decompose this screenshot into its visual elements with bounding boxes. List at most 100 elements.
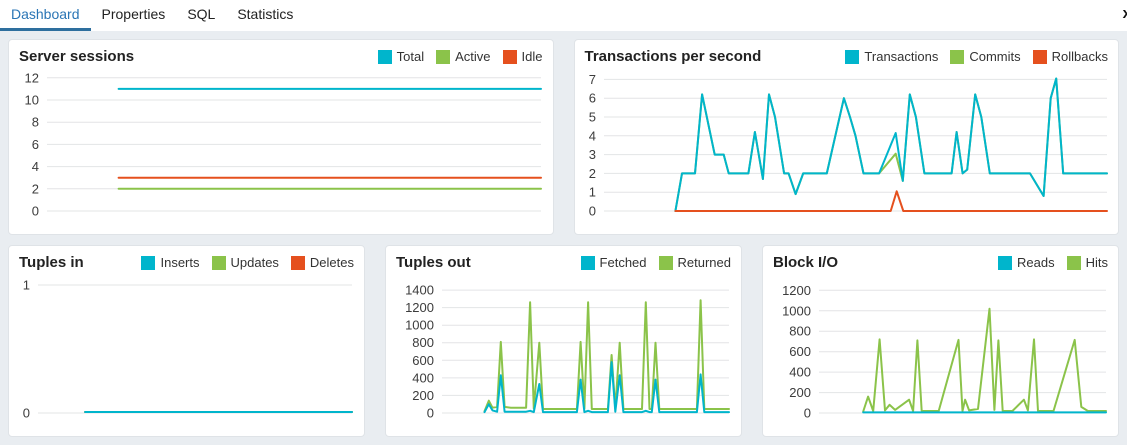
legend-label: Hits [1085,255,1108,270]
tab-bar: Dashboard Properties SQL Statistics x [0,0,1127,31]
legend-item-inserts[interactable]: Inserts [141,255,200,270]
legend-swatch-icon [1066,255,1081,270]
tab-properties[interactable]: Properties [101,6,166,22]
legend-item-total[interactable]: Total [377,49,425,64]
tuples-out-chart: 0 200 400 600 800 1000 1200 1400 [388,273,739,436]
svg-text:6: 6 [32,137,39,152]
legend-item-hits[interactable]: Hits [1066,255,1108,270]
legend-swatch-icon [950,49,965,64]
panel-title: Server sessions [19,48,135,65]
legend-item-active[interactable]: Active [436,49,491,64]
legend-item-reads[interactable]: Reads [998,255,1055,270]
legend-label: Updates [230,255,279,270]
svg-text:7: 7 [588,72,595,87]
chart-canvas: 0 200 400 600 800 1000 1200 1400 [405,283,730,421]
legend-swatch-icon [580,255,595,270]
svg-text:2: 2 [588,166,595,181]
legend-item-rollbacks[interactable]: Rollbacks [1032,49,1108,64]
svg-text:4: 4 [32,159,39,174]
legend-swatch-icon [211,255,226,270]
legend-item-fetched[interactable]: Fetched [580,255,647,270]
legend-item-commits[interactable]: Commits [950,49,1021,64]
legend-swatch-icon [290,255,305,270]
panel-title: Block I/O [773,254,839,271]
tab-statistics[interactable]: Statistics [237,6,294,22]
svg-text:800: 800 [789,324,811,339]
legend-item-deletes[interactable]: Deletes [290,255,354,270]
tab-sql[interactable]: SQL [187,6,216,22]
legend-item-updates[interactable]: Updates [211,255,279,270]
legend-label: Rollbacks [1051,49,1108,64]
legend-label: Active [455,49,491,64]
close-icon[interactable]: x [1122,5,1127,22]
svg-text:3: 3 [588,147,595,162]
svg-text:400: 400 [412,370,434,385]
charts-row-2: Tuples in Inserts Updates Deletes [8,245,1119,437]
legend: Fetched Returned [580,255,731,270]
panel-title: Tuples out [396,254,471,271]
svg-text:1000: 1000 [405,318,434,333]
chart-canvas: 0 200 400 600 800 1000 1200 [782,283,1107,421]
legend-label: Idle [521,49,543,64]
legend-label: Inserts [160,255,200,270]
svg-text:1000: 1000 [782,303,811,318]
legend-swatch-icon [998,255,1013,270]
panel-header: Tuples out Fetched Returned [386,246,741,273]
server-sessions-chart: 0 2 4 6 8 10 12 [11,67,551,234]
svg-text:800: 800 [412,335,434,350]
svg-text:8: 8 [32,115,39,130]
svg-text:0: 0 [427,406,434,421]
legend-swatch-icon [845,49,860,64]
legend-swatch-icon [377,49,392,64]
chart-canvas: 0 1 2 3 4 5 6 7 [588,72,1108,219]
svg-text:1200: 1200 [782,283,811,298]
svg-text:10: 10 [25,93,39,108]
panel-transactions-per-second: Transactions per second Transactions Com… [573,39,1119,235]
legend-label: Total [396,49,425,64]
charts-row-1: Server sessions Total Active Idle [8,39,1119,235]
legend-label: Transactions [864,49,939,64]
panel-header: Block I/O Reads Hits [763,246,1118,273]
legend-swatch-icon [1032,49,1047,64]
svg-text:4: 4 [588,128,595,143]
legend-label: Commits [969,49,1021,64]
chart-canvas: 0 2 4 6 8 10 12 [25,70,542,219]
dashboard-content: Server sessions Total Active Idle [0,31,1127,445]
panel-server-sessions: Server sessions Total Active Idle [8,39,554,235]
svg-text:600: 600 [789,344,811,359]
svg-text:5: 5 [588,110,595,125]
svg-text:1200: 1200 [405,300,434,315]
svg-text:600: 600 [412,353,434,368]
legend: Inserts Updates Deletes [141,255,354,270]
panel-header: Server sessions Total Active Idle [9,40,553,67]
legend-label: Fetched [599,255,647,270]
legend: Total Active Idle [377,49,543,64]
legend-swatch-icon [141,255,156,270]
svg-text:1400: 1400 [405,283,434,298]
legend-swatch-icon [502,49,517,64]
panel-tuples-out: Tuples out Fetched Returned 0 200 400 600 80… [385,245,742,437]
svg-text:2: 2 [32,181,39,196]
svg-text:1: 1 [23,278,30,293]
legend-item-transactions[interactable]: Transactions [845,49,938,64]
svg-text:6: 6 [588,91,595,106]
legend: Reads Hits [998,255,1108,270]
svg-text:12: 12 [25,70,39,85]
legend-label: Deletes [309,255,354,270]
legend-item-idle[interactable]: Idle [502,49,543,64]
legend: Transactions Commits Rollbacks [845,49,1108,64]
legend-item-returned[interactable]: Returned [658,255,731,270]
panel-title: Tuples in [19,254,84,271]
panel-block-io: Block I/O Reads Hits 0 200 400 600 800 1000 12… [762,245,1119,437]
svg-text:400: 400 [789,365,811,380]
svg-text:1: 1 [588,185,595,200]
legend-swatch-icon [436,49,451,64]
svg-text:200: 200 [789,385,811,400]
block-io-chart: 0 200 400 600 800 1000 1200 [765,273,1116,436]
panel-header: Tuples in Inserts Updates Deletes [9,246,364,273]
svg-text:0: 0 [32,204,39,219]
tab-dashboard[interactable]: Dashboard [0,0,91,31]
svg-text:200: 200 [412,388,434,403]
svg-text:0: 0 [804,406,811,421]
